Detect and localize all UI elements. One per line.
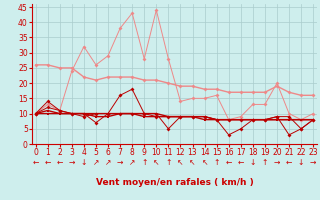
Text: ↖: ↖ — [177, 158, 184, 167]
Text: ↗: ↗ — [93, 158, 99, 167]
Text: →: → — [274, 158, 280, 167]
Text: ←: ← — [44, 158, 51, 167]
Text: ↓: ↓ — [298, 158, 304, 167]
Text: ↓: ↓ — [250, 158, 256, 167]
Text: ↗: ↗ — [105, 158, 111, 167]
Text: ←: ← — [237, 158, 244, 167]
Text: ←: ← — [226, 158, 232, 167]
Text: ↑: ↑ — [165, 158, 172, 167]
Text: ←: ← — [32, 158, 39, 167]
Text: ←: ← — [286, 158, 292, 167]
Text: ↖: ↖ — [201, 158, 208, 167]
Text: ←: ← — [57, 158, 63, 167]
Text: →: → — [117, 158, 123, 167]
Text: →: → — [310, 158, 316, 167]
Text: ↖: ↖ — [189, 158, 196, 167]
Text: ↑: ↑ — [141, 158, 148, 167]
Text: ↑: ↑ — [262, 158, 268, 167]
Text: →: → — [68, 158, 75, 167]
Text: ↗: ↗ — [129, 158, 135, 167]
Text: ↓: ↓ — [81, 158, 87, 167]
Text: ↑: ↑ — [213, 158, 220, 167]
Text: ↖: ↖ — [153, 158, 159, 167]
X-axis label: Vent moyen/en rafales ( km/h ): Vent moyen/en rafales ( km/h ) — [96, 178, 253, 187]
